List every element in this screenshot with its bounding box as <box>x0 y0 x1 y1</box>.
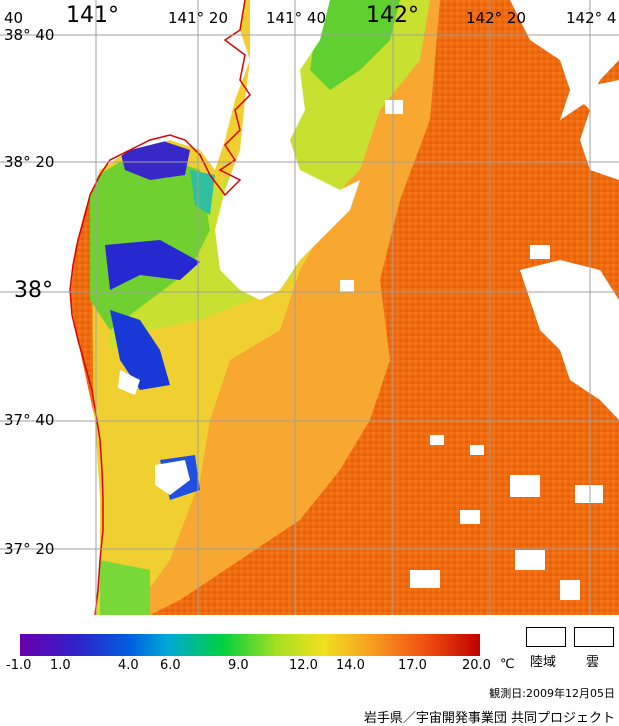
colorbar-tick-9: 9.0 <box>228 658 249 673</box>
colorbar-tick-17: 17.0 <box>398 658 427 673</box>
colorbar-tick-6: 6.0 <box>160 658 181 673</box>
cloud-patches <box>118 0 619 600</box>
observation-date: 観測日:2009年12月05日 <box>489 687 615 700</box>
latitude-label-38-40: 38° 40 <box>4 26 55 44</box>
longitude-label-141: 141° <box>66 3 119 28</box>
colorbar-tick-1: 1.0 <box>50 658 71 673</box>
longitude-label-142-40: 142° 4 <box>566 9 617 27</box>
lat-lon-grid <box>0 0 619 615</box>
land-legend-swatch <box>526 627 566 647</box>
corner-label: 40 <box>4 9 24 27</box>
land-legend-label: 陸域 <box>530 655 557 670</box>
cloud-legend-label: 雲 <box>586 655 600 670</box>
temperature-colorbar <box>20 634 480 656</box>
ocean-coldest-patch <box>120 140 190 180</box>
colorbar-tick-20: 20.0 <box>462 658 491 673</box>
temperature-unit: ℃ <box>500 657 515 672</box>
colorbar-tick-14: 14.0 <box>336 658 365 673</box>
latitude-label-37-40: 37° 40 <box>4 411 55 429</box>
longitude-label-141-40: 141° 40 <box>266 9 326 27</box>
longitude-label-141-20: 141° 20 <box>168 9 228 27</box>
latitude-label-37-20: 37° 20 <box>4 540 55 558</box>
credit-line: 岩手県／宇宙開発事業団 共同プロジェクト <box>363 711 615 726</box>
cloud-legend-swatch <box>574 627 614 647</box>
colorbar-tick-minus1: -1.0 <box>6 658 32 673</box>
sea-surface-temperature-map <box>0 0 619 615</box>
longitude-label-142-20: 142° 20 <box>466 9 526 27</box>
latitude-label-38: 38° <box>14 278 53 303</box>
colorbar-tick-4: 4.0 <box>118 658 139 673</box>
longitude-label-142: 142° <box>366 3 419 28</box>
coastline <box>69 0 251 615</box>
latitude-label-38-20: 38° 20 <box>4 153 55 171</box>
colorbar-tick-12: 12.0 <box>289 658 318 673</box>
land-mass <box>0 0 250 615</box>
